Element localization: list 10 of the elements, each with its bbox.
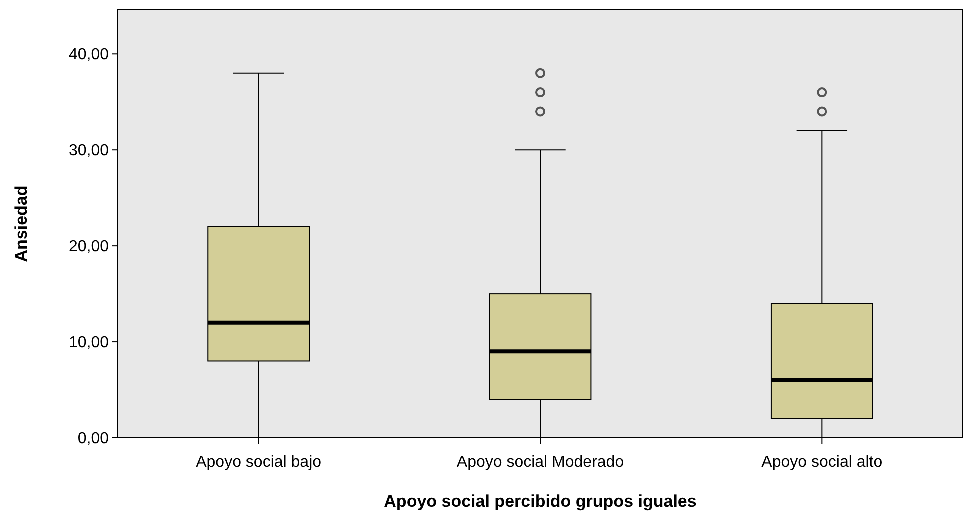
y-tick-label: 40,00	[68, 46, 110, 64]
x-tick-label: Apoyo social Moderado	[456, 454, 624, 471]
y-tick-label: 10,00	[68, 334, 110, 352]
x-tick-label: Apoyo social bajo	[196, 454, 322, 471]
x-tick-label: Apoyo social alto	[762, 454, 883, 471]
y-tick-label: 20,00	[68, 238, 110, 256]
y-axis-title: Ansiedad	[12, 186, 31, 262]
y-tick-label: 0,00	[78, 430, 110, 448]
x-axis-title: Apoyo social percibido grupos iguales	[384, 492, 697, 511]
y-tick-label: 30,00	[68, 142, 110, 160]
